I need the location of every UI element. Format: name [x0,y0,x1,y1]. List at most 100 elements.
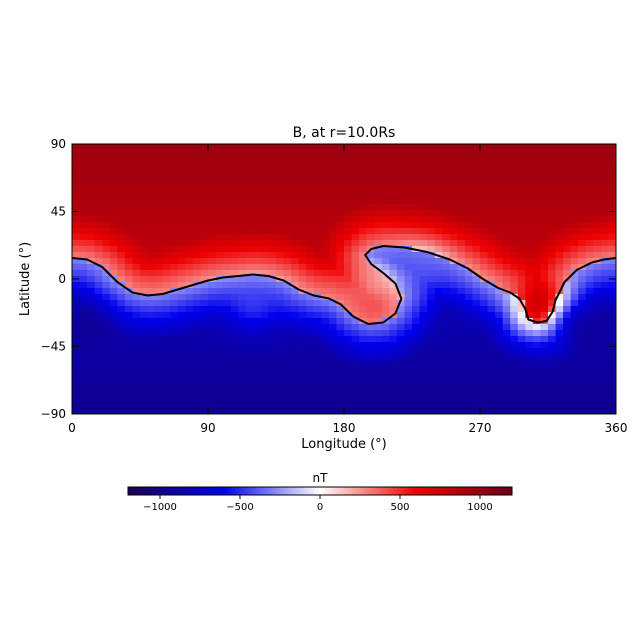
heat-cell [548,204,557,211]
heat-cell [260,294,270,301]
heat-cell [140,402,149,409]
heat-cell [72,312,81,319]
heat-cell [404,294,413,301]
heat-cell [260,246,270,253]
heat-cell [147,330,156,337]
heat-cell [291,174,300,181]
heat-cell [419,366,428,373]
heat-cell [276,198,285,205]
heat-cell [155,198,164,205]
heat-cell [109,162,118,169]
heat-cell [200,264,209,271]
heat-cell [457,330,466,337]
heat-cell [480,156,489,163]
heat-cell [87,240,96,247]
heat-cell [170,222,179,229]
heat-cell [313,252,322,259]
heat-cell [495,384,504,391]
heat-cell [268,228,277,235]
heat-cell [109,192,118,199]
heat-cell [585,390,594,397]
heat-cell [351,252,360,259]
heat-cell [548,162,557,169]
heat-cell [563,150,572,157]
heat-cell [245,180,254,187]
heat-cell [177,318,186,325]
heat-cell [381,264,390,271]
heat-cell [396,360,406,367]
heat-cell [585,324,594,331]
heat-cell [177,396,186,403]
heat-cell [124,264,134,271]
heat-cell [298,378,307,385]
heat-cell [502,246,511,253]
heat-cell [495,222,504,229]
heat-cell [321,234,330,241]
heat-cell [351,396,360,403]
heat-cell [502,198,511,205]
heat-cell [359,246,368,253]
heat-cell [487,174,496,181]
heat-cell [208,360,217,367]
heat-cell [276,348,285,355]
heat-cell [351,330,360,337]
heat-cell [563,336,572,343]
heat-cell [563,378,572,385]
heat-cell [442,282,451,289]
heat-cell [321,366,330,373]
heat-cell [298,384,307,391]
heat-cell [132,198,141,205]
heat-cell [102,294,111,301]
heat-cell [351,264,360,271]
heat-cell [200,162,209,169]
heat-cell [434,348,443,355]
colorbar [127,486,513,496]
heat-cell [132,222,141,229]
heat-cell [495,342,504,349]
heat-cell [177,312,186,319]
heat-cell [480,354,489,361]
heat-cell [321,162,330,169]
heat-cell [570,294,579,301]
heat-cell [517,204,526,211]
heat-cell [72,330,81,337]
heat-cell [162,336,171,343]
heat-cell [449,162,458,169]
heat-cell [608,402,616,409]
heat-cell [472,312,481,319]
heat-cell [94,366,103,373]
heat-cell [185,390,194,397]
heat-cell [124,300,134,307]
heat-cell [291,402,300,409]
heat-cell [124,168,134,175]
heat-cell [72,210,81,217]
heat-cell [117,264,126,271]
heat-cell [608,258,616,265]
heat-cell [336,270,345,277]
heat-cell [359,222,368,229]
heat-cell [245,210,254,217]
heat-cell [344,270,353,277]
heat-cell [404,270,413,277]
heat-cell [170,408,179,414]
heat-cell [72,402,81,409]
heat-cell [208,174,217,181]
heat-cell [570,186,579,193]
heat-cell [102,348,111,355]
heat-cell [238,174,247,181]
heat-cell [268,384,277,391]
heat-cell [351,216,360,223]
heat-cell [525,150,534,157]
heat-cell [570,354,579,361]
heat-cell [223,396,232,403]
heat-cell [276,234,285,241]
heat-cell [480,144,489,151]
heat-cell [548,408,557,414]
heat-cell [396,324,406,331]
heat-cell [510,192,519,199]
heat-cell [457,276,466,283]
heat-cell [215,390,224,397]
heat-cell [532,258,542,265]
heat-cell [124,162,134,169]
heat-cell [238,198,247,205]
